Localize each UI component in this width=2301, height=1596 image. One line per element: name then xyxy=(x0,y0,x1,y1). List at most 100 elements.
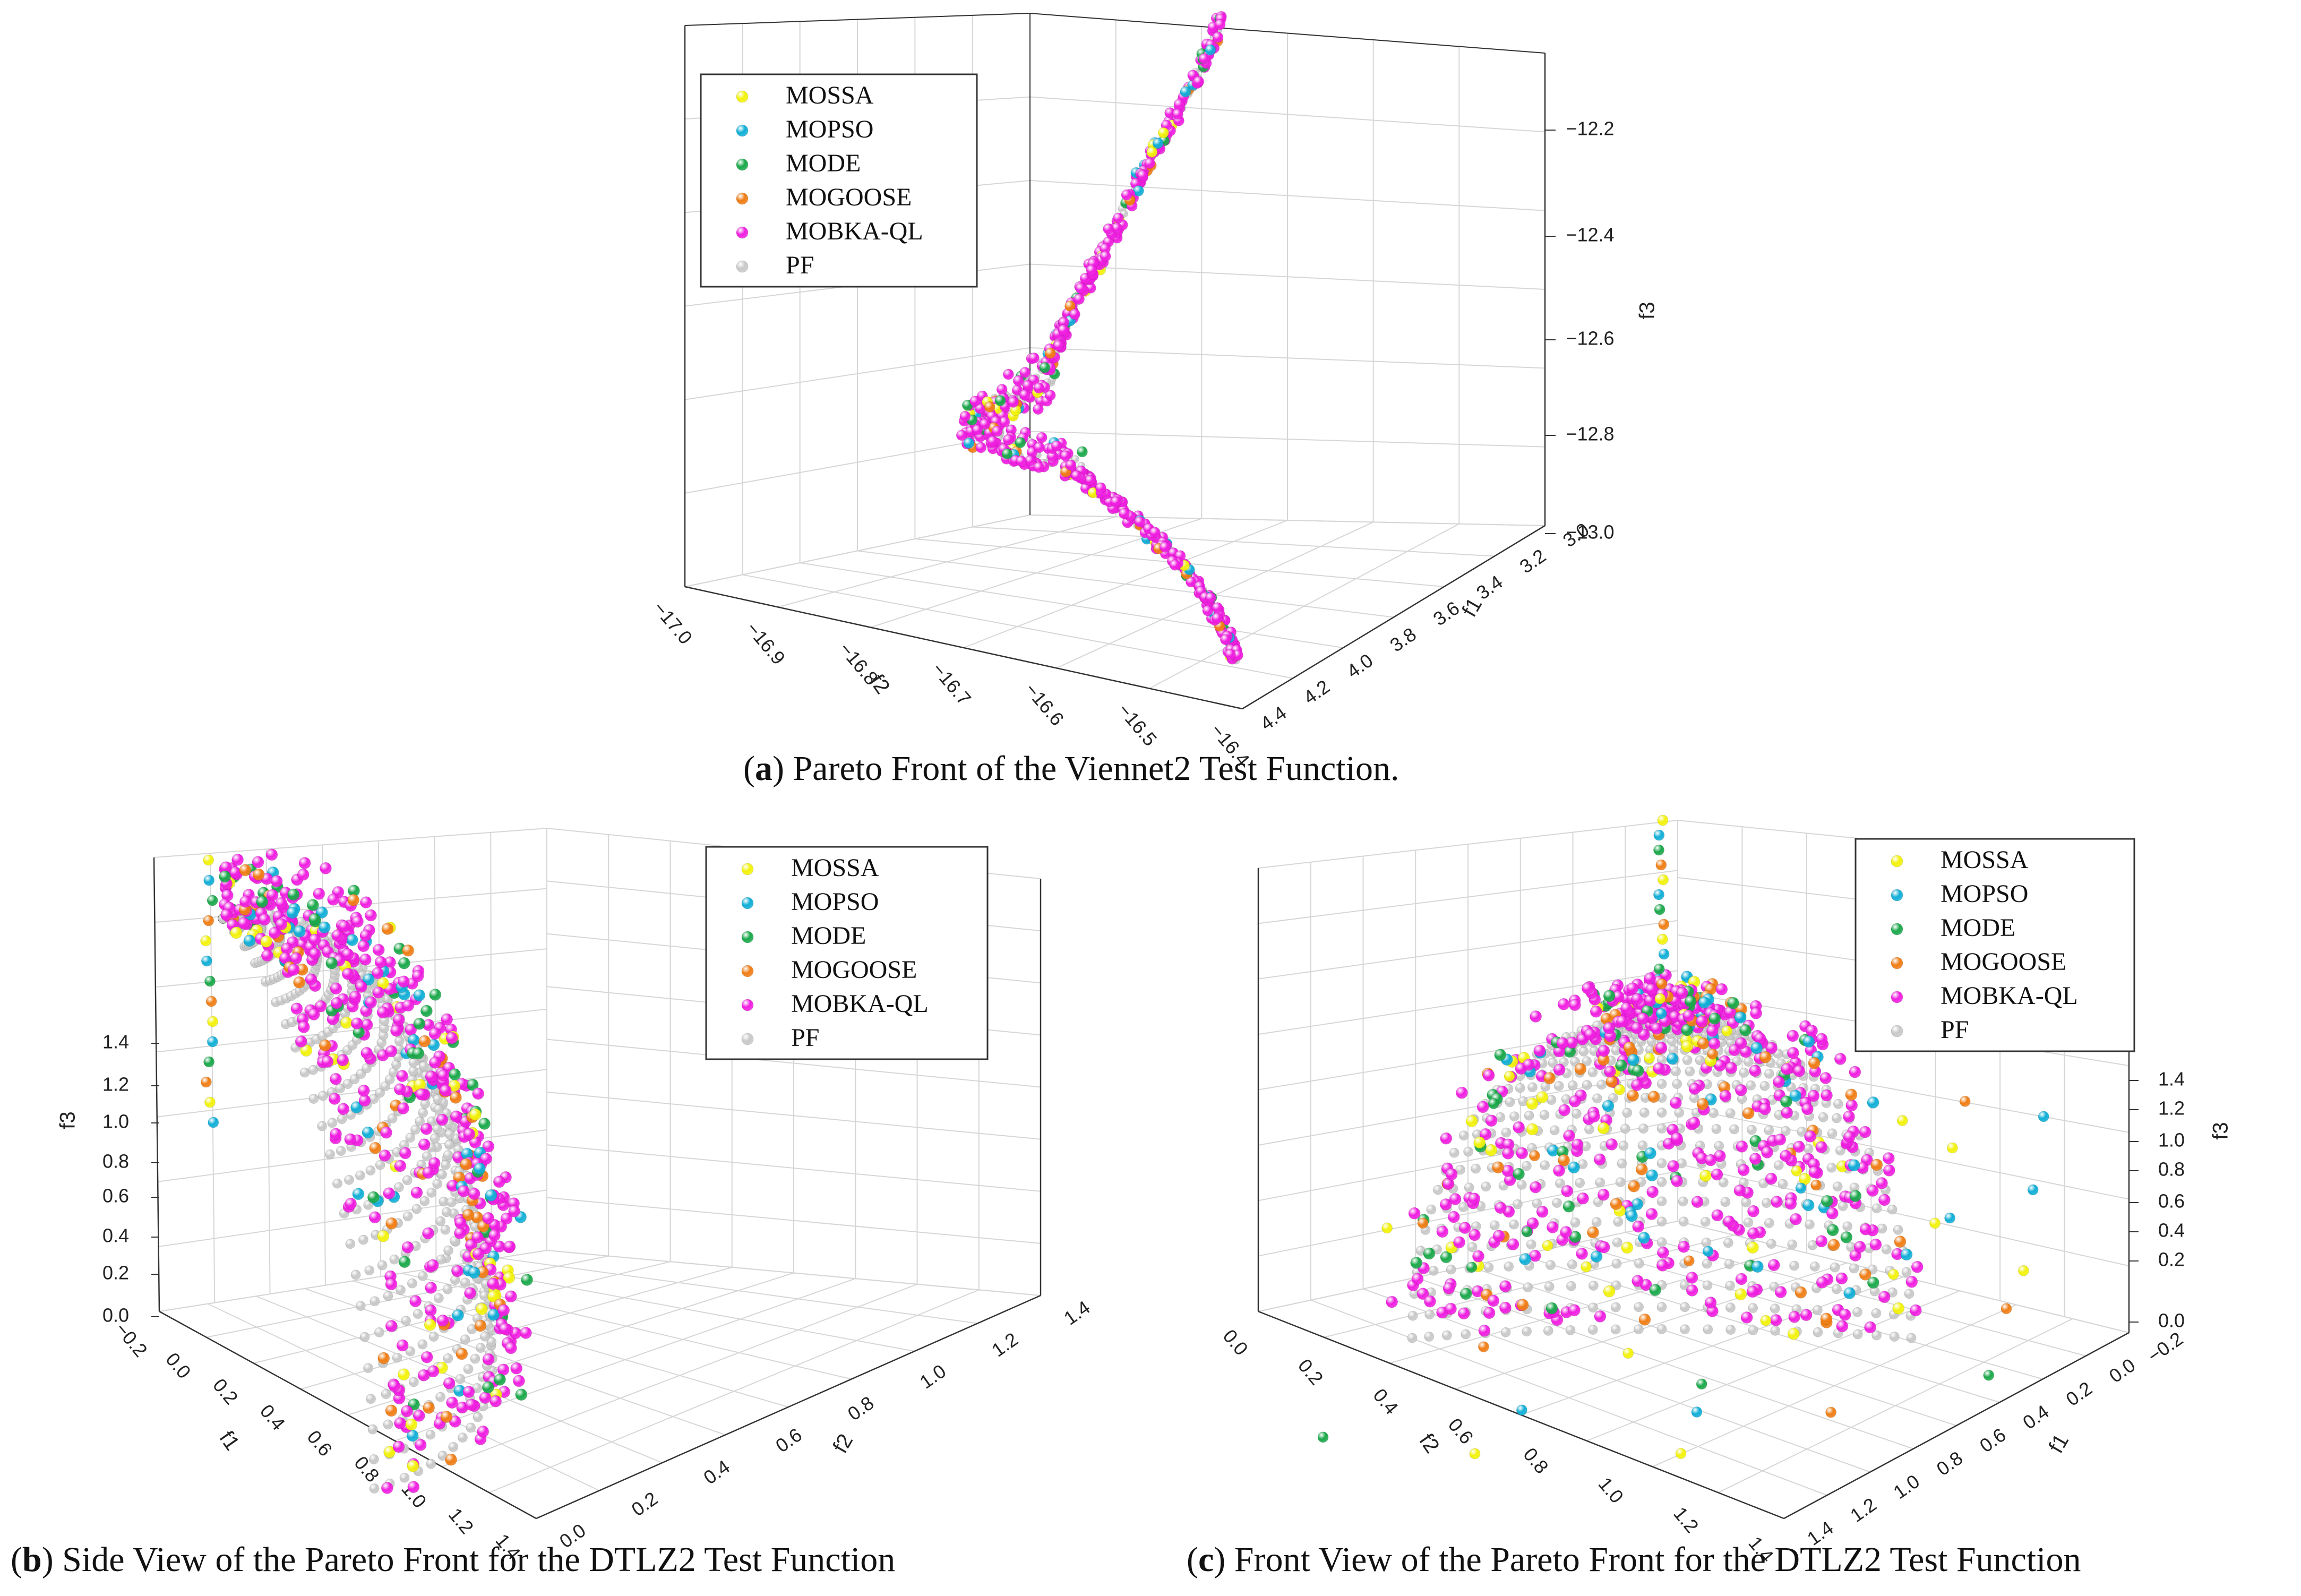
pf-point xyxy=(1584,1124,1594,1135)
data-point xyxy=(963,437,975,449)
data-point xyxy=(402,944,415,957)
axis-line xyxy=(684,13,1031,26)
data-point xyxy=(414,1438,427,1451)
data-point xyxy=(1646,1169,1659,1182)
pf-point xyxy=(1741,1197,1751,1208)
data-point xyxy=(1654,904,1665,915)
data-point xyxy=(1542,1240,1553,1251)
pf-point xyxy=(380,1081,391,1092)
pf-point xyxy=(1725,1325,1736,1335)
f2-tick: −16.9 xyxy=(742,617,789,668)
data-point xyxy=(350,1017,363,1030)
data-point xyxy=(1774,1286,1787,1299)
data-point xyxy=(1069,308,1080,320)
data-point xyxy=(1821,1195,1833,1207)
data-point xyxy=(984,401,995,413)
pf-point xyxy=(1764,1125,1774,1136)
data-point xyxy=(493,1175,505,1188)
pf-point xyxy=(443,1245,454,1256)
pf-point xyxy=(1743,1057,1754,1067)
data-point xyxy=(290,952,303,965)
pf-point xyxy=(1526,1239,1536,1250)
data-point xyxy=(1826,1224,1839,1237)
data-point xyxy=(1887,1268,1899,1280)
pf-point xyxy=(1789,1260,1799,1271)
data-point xyxy=(1655,1042,1668,1054)
data-point xyxy=(1436,1225,1449,1238)
pf-point xyxy=(1724,1259,1735,1269)
pf-point xyxy=(1433,1185,1443,1195)
pf-point xyxy=(435,1216,446,1226)
data-point xyxy=(422,1166,435,1179)
data-point xyxy=(443,1377,456,1389)
data-point xyxy=(351,915,364,928)
data-point xyxy=(497,1304,510,1317)
pf-point xyxy=(387,1113,398,1123)
data-point xyxy=(1605,1138,1618,1151)
data-point xyxy=(1669,1096,1682,1109)
pf-point xyxy=(1565,1325,1576,1335)
legend-marker-mopso xyxy=(736,124,749,137)
pf-point xyxy=(1904,1289,1914,1299)
data-point xyxy=(499,1323,511,1335)
data-point xyxy=(396,1339,409,1352)
pf-point xyxy=(1725,1108,1736,1119)
pf-point xyxy=(408,1066,418,1076)
data-point xyxy=(1478,1324,1491,1337)
data-point xyxy=(397,1102,409,1115)
pf-point xyxy=(349,1074,360,1084)
data-point xyxy=(410,1186,423,1199)
f2-axis-label: f2 xyxy=(1414,1429,1444,1457)
data-point xyxy=(1815,1141,1828,1154)
data-point xyxy=(1866,1185,1879,1197)
data-point xyxy=(1795,1286,1807,1299)
data-point xyxy=(1632,1220,1645,1233)
data-point xyxy=(2038,1111,2049,1122)
data-point xyxy=(1859,1223,1872,1235)
f2-tick: 0.4 xyxy=(1369,1384,1403,1419)
data-point xyxy=(1622,1348,1634,1359)
pf-point xyxy=(1656,1123,1667,1134)
grid-line xyxy=(450,1265,915,1352)
data-point xyxy=(352,1188,365,1200)
data-point xyxy=(268,926,281,939)
pf-point xyxy=(1725,1302,1736,1313)
pf-point xyxy=(1587,1325,1598,1335)
data-point xyxy=(413,1017,426,1030)
data-point xyxy=(475,1303,488,1316)
data-point xyxy=(1707,1048,1719,1060)
data-point xyxy=(1929,1217,1941,1229)
pf-point xyxy=(1424,1332,1435,1342)
pf-point xyxy=(1871,1308,1882,1318)
data-point xyxy=(452,1309,464,1322)
f1-tick: 1.2 xyxy=(444,1504,478,1538)
data-point xyxy=(445,1032,458,1044)
data-point xyxy=(1735,1288,1747,1301)
data-point xyxy=(205,996,217,1007)
data-point xyxy=(330,982,342,995)
pf-point xyxy=(402,1211,413,1222)
data-point xyxy=(1747,1227,1759,1240)
data-point xyxy=(1632,1275,1644,1288)
data-point xyxy=(1159,542,1171,553)
data-point xyxy=(359,953,372,966)
data-point xyxy=(1039,362,1051,373)
data-point xyxy=(1556,1037,1569,1050)
pf-point xyxy=(1887,1204,1898,1215)
data-point xyxy=(230,926,243,939)
pf-point xyxy=(1871,1203,1882,1214)
pf-point xyxy=(1622,1108,1633,1118)
pf-point xyxy=(1620,1123,1630,1134)
data-point xyxy=(341,968,354,980)
data-point xyxy=(1408,1207,1421,1220)
data-point xyxy=(1576,1247,1589,1260)
data-point xyxy=(1502,1147,1514,1160)
legend-marker-mobka-ql xyxy=(741,999,754,1011)
data-point xyxy=(1708,1012,1721,1025)
pf-point xyxy=(1522,1326,1532,1337)
data-point xyxy=(1001,448,1013,460)
pf-point xyxy=(1729,1124,1739,1135)
data-point xyxy=(425,1282,437,1294)
data-point xyxy=(1702,1246,1714,1257)
axis-line xyxy=(159,1310,537,1520)
